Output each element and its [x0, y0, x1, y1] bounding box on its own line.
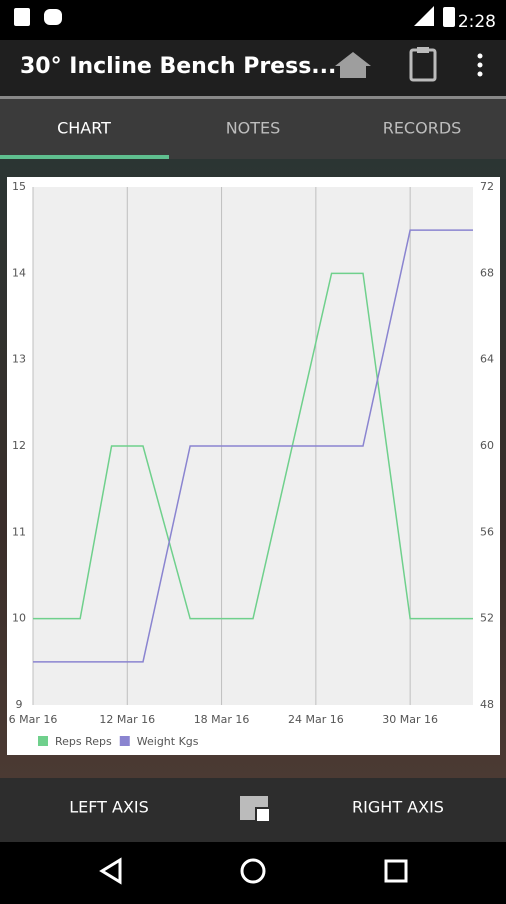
- data-line: [33, 229, 473, 663]
- chart: 6 Mar 16 12 Mar 16 18 Mar 16 24 Mar 16 30 Ma…: [9, 180, 494, 748]
- y-tick-label: 12: [12, 439, 26, 452]
- data-line: [33, 272, 473, 620]
- x-tick-label: 24 Mar 16: [288, 713, 344, 726]
- tab[interactable]: NOTES: [226, 119, 281, 138]
- y-tick-label: 13: [12, 353, 26, 366]
- x-tick-label: 6 Mar 16: [9, 713, 58, 726]
- legend-swatch: [119, 736, 130, 746]
- recents-button[interactable]: [384, 859, 408, 883]
- y-tick-label: 15: [12, 180, 26, 193]
- battery-icon: [443, 7, 455, 27]
- signal-icon: [414, 6, 434, 26]
- back-button[interactable]: [99, 857, 122, 885]
- calendar-button[interactable]: [240, 796, 271, 823]
- clock: 2:28: [458, 12, 496, 32]
- nav-bar: [0, 842, 506, 900]
- y2-tick-label: 64: [480, 353, 494, 366]
- y2-tick-label: 48: [480, 698, 494, 711]
- tab[interactable]: RECORDS: [383, 119, 462, 138]
- y2-tick-label: 56: [480, 525, 494, 538]
- right-axis-button[interactable]: RIGHT AXIS: [352, 798, 444, 817]
- y2-tick-label: 52: [480, 612, 494, 625]
- home-nav-button[interactable]: [240, 858, 266, 884]
- app-title: 30° Incline Bench Press...: [20, 54, 336, 79]
- legend-label: Reps Reps: [55, 735, 112, 748]
- y2-tick-label: 60: [480, 439, 494, 452]
- menu-button[interactable]: [477, 53, 483, 77]
- x-tick-label: 30 Mar 16: [382, 713, 438, 726]
- y-tick-label: 10: [12, 612, 26, 625]
- notes-button[interactable]: [409, 47, 437, 82]
- x-tick-label: 18 Mar 16: [194, 713, 250, 726]
- legend-swatch: [38, 736, 48, 746]
- x-tick-label: 12 Mar 16: [99, 713, 155, 726]
- android-icon: [44, 9, 62, 25]
- y-tick-label: 9: [16, 698, 23, 711]
- home-button[interactable]: [335, 52, 371, 78]
- y2-tick-label: 72: [480, 180, 494, 193]
- sd-icon: [14, 8, 30, 26]
- divider: [0, 96, 506, 99]
- tab[interactable]: CHART: [57, 119, 111, 138]
- y-tick-label: 14: [12, 266, 26, 279]
- y-tick-label: 11: [12, 525, 26, 538]
- left-axis-button[interactable]: LEFT AXIS: [69, 798, 149, 817]
- tab-indicator: [0, 155, 169, 159]
- legend-label: Weight Kgs: [137, 735, 199, 748]
- tab-bar: [0, 99, 506, 159]
- y2-tick-label: 68: [480, 266, 494, 279]
